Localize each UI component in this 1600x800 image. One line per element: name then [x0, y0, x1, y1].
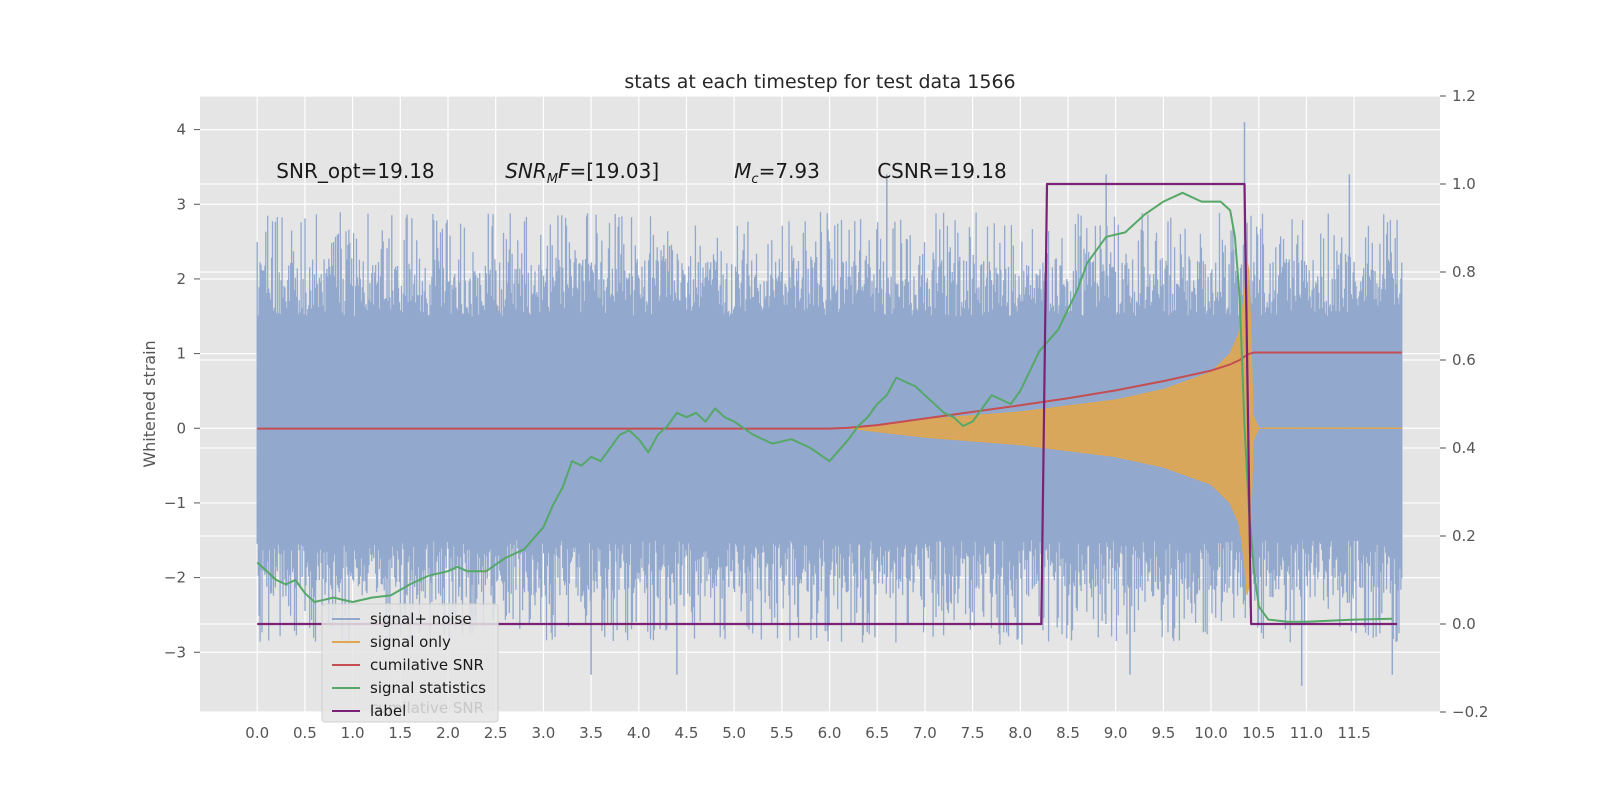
- annotation-part: SNR_opt=19.18: [276, 159, 434, 183]
- x-tick-label: 4.5: [675, 724, 699, 742]
- annotation-snr-opt: SNR_opt=19.18: [276, 159, 434, 183]
- x-tick-label: 2.5: [484, 724, 508, 742]
- annotation-csnr: CSNR=19.18: [877, 159, 1007, 183]
- legend-label: signal statistics: [370, 679, 486, 697]
- legend-label: signal only: [370, 633, 451, 651]
- annotation-part: c: [751, 172, 758, 187]
- annotation-part: F: [558, 159, 570, 183]
- annotation-part: M: [734, 159, 751, 183]
- series-label: [257, 182, 1398, 626]
- x-tick-label: 9.5: [1151, 724, 1175, 742]
- x-tick-label: 11.5: [1337, 724, 1370, 742]
- legend-label: label: [370, 702, 406, 720]
- x-tick-label: 6.0: [818, 724, 842, 742]
- series-layer: [256, 122, 1403, 686]
- annotation-part: SNR: [505, 159, 547, 183]
- y-tick-label: 0: [176, 419, 186, 437]
- x-tick-label: 1.5: [388, 724, 412, 742]
- x-tick-label: 3.5: [579, 724, 603, 742]
- legend-label: signal+ noise: [370, 610, 472, 628]
- x-tick-label: 8.0: [1008, 724, 1032, 742]
- legend-label: cumilative SNR: [370, 656, 484, 674]
- x-tick-label: 8.5: [1056, 724, 1080, 742]
- x-tick-label: 7.0: [913, 724, 937, 742]
- annotations: SNR_opt=19.18 SNRMF=[19.03] Mc=7.93 CSNR=19…: [276, 159, 1006, 187]
- annotation-chirp-mass: Mc=7.93: [734, 159, 820, 187]
- series-signal-statistics: [256, 191, 1393, 623]
- y-tick-label: −2: [164, 569, 186, 587]
- y-axis-label: Whitened strain: [140, 340, 159, 467]
- y2-tick-label: 1.0: [1452, 175, 1476, 193]
- y2-tick-label: 0.0: [1452, 615, 1476, 633]
- y-tick-label: 2: [176, 270, 186, 288]
- legend-shadow-text: cumilative SNR: [370, 699, 484, 717]
- y-tick-label: −1: [164, 494, 186, 512]
- x-tick-label: 5.5: [770, 724, 794, 742]
- x-tick-label: 7.5: [961, 724, 985, 742]
- x-tick-label: 9.0: [1104, 724, 1128, 742]
- y-tick-label: −3: [164, 643, 186, 661]
- x-tick-label: 0.5: [293, 724, 317, 742]
- x-tick-label: 5.0: [722, 724, 746, 742]
- x-tick-label: 2.0: [436, 724, 460, 742]
- annotation-part: M: [547, 172, 558, 187]
- y2-tick-label: 0.4: [1452, 439, 1476, 457]
- x-tick-label: 1.0: [341, 724, 365, 742]
- annotation-part: CSNR=19.18: [877, 159, 1007, 183]
- y-tick-label: 3: [176, 195, 186, 213]
- x-tick-label: 10.0: [1194, 724, 1227, 742]
- legend: cumilative SNR signal+ noise signal only cu…: [321, 603, 499, 723]
- axis-ticks: 0.0 0.5 1.0 1.5 2.0 2.5 3.0 3.5 4.0 4.5 5.0 5.5 6.0 6…: [164, 87, 1489, 742]
- y-tick-label: 1: [176, 345, 186, 363]
- chart-title: stats at each timestep for test data 156…: [624, 71, 1015, 93]
- annotation-snr-mf: SNRMF=[19.03]: [505, 159, 659, 187]
- y2-tick-label: 0.8: [1452, 263, 1476, 281]
- x-tick-label: 11.0: [1290, 724, 1323, 742]
- x-tick-label: 0.0: [245, 724, 269, 742]
- x-tick-label: 3.0: [531, 724, 555, 742]
- annotation-part: =[19.03]: [570, 159, 660, 183]
- annotation-part: =7.93: [759, 159, 820, 183]
- y-tick-label: 4: [176, 121, 186, 139]
- legend-box: [321, 603, 499, 723]
- series-signal-only: [848, 261, 1264, 596]
- x-tick-label: 10.5: [1242, 724, 1275, 742]
- y2-tick-label: 0.2: [1452, 527, 1476, 545]
- x-tick-label: 6.5: [865, 724, 889, 742]
- y2-tick-label: −0.2: [1452, 703, 1488, 721]
- y2-tick-label: 0.6: [1452, 351, 1476, 369]
- y2-tick-label: 1.2: [1452, 87, 1476, 105]
- x-tick-label: 4.0: [627, 724, 651, 742]
